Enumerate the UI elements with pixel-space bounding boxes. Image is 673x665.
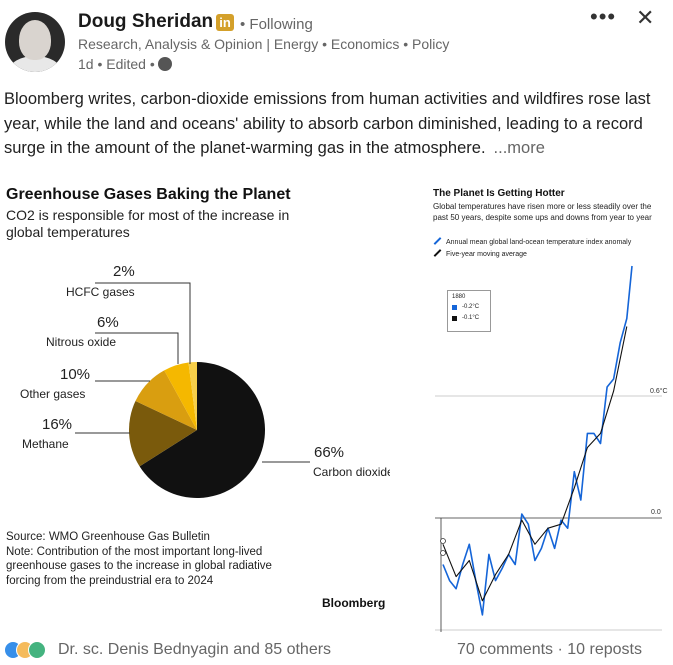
author-name[interactable]: Doug Sheridan — [78, 11, 214, 32]
series-line-annual — [442, 265, 633, 616]
legend-item-moving: Five-year moving average — [433, 249, 631, 261]
post-meta-text: 1d • Edited • — [78, 56, 155, 72]
chart-source: Source: WMO Greenhouse Gas Bulletin Note… — [6, 530, 306, 588]
bloomberg-logo: Bloomberg — [322, 596, 386, 610]
slice-pct-nitrous: 6% — [97, 314, 119, 331]
slice-label-other: Other gases — [20, 387, 86, 401]
marker-start-annual — [440, 538, 446, 544]
slice-pct-methane: 16% — [42, 416, 73, 433]
more-options-button[interactable]: ••• — [590, 4, 617, 29]
close-button[interactable]: ✕ — [636, 5, 655, 30]
series-line-moving — [442, 326, 628, 602]
line-chart-legend: Annual mean global land-ocean temperatur… — [433, 237, 631, 261]
post-image[interactable]: Greenhouse Gases Baking the Planet CO2 i… — [0, 180, 673, 632]
slice-label-nitrous: Nitrous oxide — [46, 335, 117, 349]
post-meta: 1d • Edited • — [78, 56, 172, 72]
chart-title: Greenhouse Gases Baking the Planet — [6, 186, 291, 203]
source-text: Source: WMO Greenhouse Gas Bulletin — [6, 531, 210, 543]
slice-pct-co2: 66% — [314, 444, 345, 461]
slice-label-co2: Carbon dioxide — [313, 465, 390, 479]
slice-label-methane: Methane — [22, 437, 69, 451]
leader-line-hcfc — [95, 282, 191, 364]
slice-pct-hcfc: 2% — [113, 263, 135, 280]
slice-label-hcfc: HCFC gases — [66, 285, 135, 299]
pie-slice-nitrous-oxide — [164, 362, 197, 430]
tooltip-year: 1880 — [452, 294, 466, 300]
post-body: Bloomberg writes, carbon-dioxide emissio… — [4, 87, 668, 161]
pie-chart — [75, 282, 310, 498]
line-chart — [435, 265, 662, 632]
reaction-icons[interactable] — [4, 641, 54, 659]
note-text: Note: Contribution of the most important… — [6, 545, 272, 587]
leader-line-nitrous — [95, 332, 179, 364]
tooltip-moving: -0.1°C — [462, 315, 480, 321]
y-label-zero: 0.0 — [651, 509, 661, 516]
tooltip-annual: -0.2°C — [462, 304, 480, 310]
pie-slice-carbon-dioxide — [139, 362, 265, 498]
pie-slice-hcfc-gases — [188, 362, 197, 430]
linkedin-badge-icon: in — [216, 14, 234, 31]
slice-pct-other: 10% — [60, 366, 91, 383]
line-chart-title: The Planet Is Getting Hotter — [433, 188, 565, 199]
pie-slice-methane — [129, 401, 197, 467]
tooltip-swatch-moving — [452, 316, 457, 321]
y-label-top: 0.6°C — [650, 388, 668, 395]
marker-start-moving — [440, 550, 446, 556]
following-status: • Following — [240, 16, 313, 33]
chart-tooltip: 1880 -0.2°C -0.1°C — [447, 290, 491, 332]
engagement-stats[interactable]: 70 comments · 10 reposts — [457, 641, 642, 658]
pie-slice-other-gases — [135, 370, 197, 430]
post-text: Bloomberg writes, carbon-dioxide emissio… — [4, 90, 651, 157]
legend-item-annual: Annual mean global land-ocean temperatur… — [433, 237, 631, 249]
line-chart-subtitle: Global temperatures have risen more or l… — [433, 202, 652, 222]
pie-chart-panel: Greenhouse Gases Baking the Planet CO2 i… — [0, 180, 400, 632]
reactors-link[interactable]: Dr. sc. Denis Bednyagin and 85 others — [58, 641, 332, 658]
line-chart-panel: The Planet Is Getting Hotter Global temp… — [410, 180, 673, 632]
see-more-link[interactable]: ...more — [493, 139, 545, 157]
author-headline: Research, Analysis & Opinion | Energy • … — [78, 36, 450, 52]
globe-icon — [157, 57, 172, 71]
chart-subtitle: CO2 is responsible for most of the incre… — [6, 207, 290, 240]
author-avatar[interactable] — [5, 12, 65, 72]
tooltip-swatch-annual — [452, 305, 457, 310]
celebrate-reaction-icon — [28, 641, 46, 659]
